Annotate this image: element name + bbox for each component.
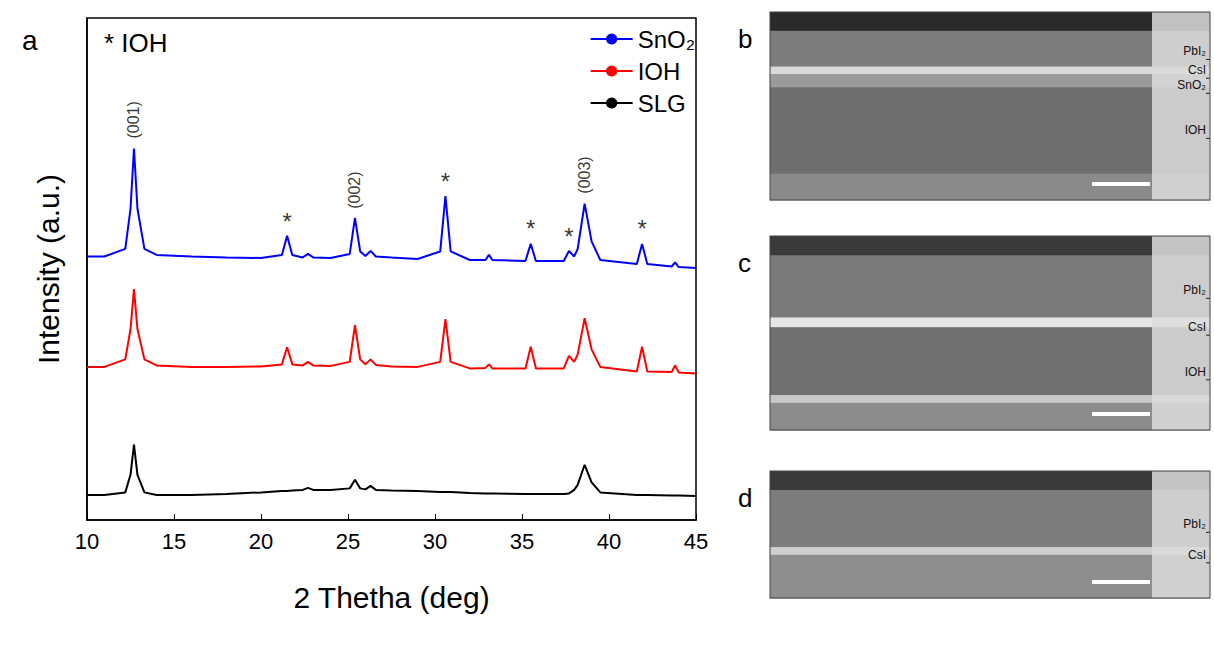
svg-text:PbI₂: PbI₂ bbox=[1183, 283, 1206, 297]
svg-text:2 Thetha (deg): 2 Thetha (deg) bbox=[293, 581, 489, 614]
svg-text:45: 45 bbox=[684, 529, 708, 554]
svg-text:IOH: IOH bbox=[1185, 365, 1206, 379]
svg-text:*: * bbox=[526, 215, 535, 242]
svg-text:c: c bbox=[738, 248, 751, 278]
svg-text:PbI₂: PbI₂ bbox=[1183, 517, 1206, 531]
svg-text:(001): (001) bbox=[125, 101, 142, 138]
svg-text:25: 25 bbox=[336, 529, 360, 554]
svg-text:40: 40 bbox=[597, 529, 621, 554]
svg-text:Intensity (a.u.): Intensity (a.u.) bbox=[32, 174, 65, 364]
svg-text:(002): (002) bbox=[346, 171, 363, 208]
svg-text:SnO₂: SnO₂ bbox=[1177, 78, 1206, 92]
svg-text:IOH: IOH bbox=[1185, 123, 1206, 137]
svg-text:d: d bbox=[738, 483, 752, 513]
svg-text:* IOH: * IOH bbox=[104, 28, 168, 58]
svg-text:PbI₂: PbI₂ bbox=[1183, 44, 1206, 58]
svg-text:SLG: SLG bbox=[638, 90, 686, 117]
svg-text:b: b bbox=[738, 24, 752, 54]
svg-text:SnO₂: SnO₂ bbox=[638, 26, 695, 53]
svg-text:CsI: CsI bbox=[1188, 63, 1206, 77]
svg-text:10: 10 bbox=[75, 529, 99, 554]
svg-text:*: * bbox=[282, 208, 291, 235]
svg-text:*: * bbox=[564, 223, 573, 250]
svg-text:20: 20 bbox=[249, 529, 273, 554]
svg-text:15: 15 bbox=[162, 529, 186, 554]
svg-text:CsI: CsI bbox=[1188, 320, 1206, 334]
svg-text:35: 35 bbox=[510, 529, 534, 554]
svg-text:IOH: IOH bbox=[638, 58, 681, 85]
svg-text:(003): (003) bbox=[576, 156, 593, 193]
svg-text:30: 30 bbox=[423, 529, 447, 554]
svg-text:a: a bbox=[22, 25, 38, 56]
svg-text:CsI: CsI bbox=[1188, 548, 1206, 562]
svg-text:*: * bbox=[637, 215, 646, 242]
svg-text:*: * bbox=[441, 168, 450, 195]
